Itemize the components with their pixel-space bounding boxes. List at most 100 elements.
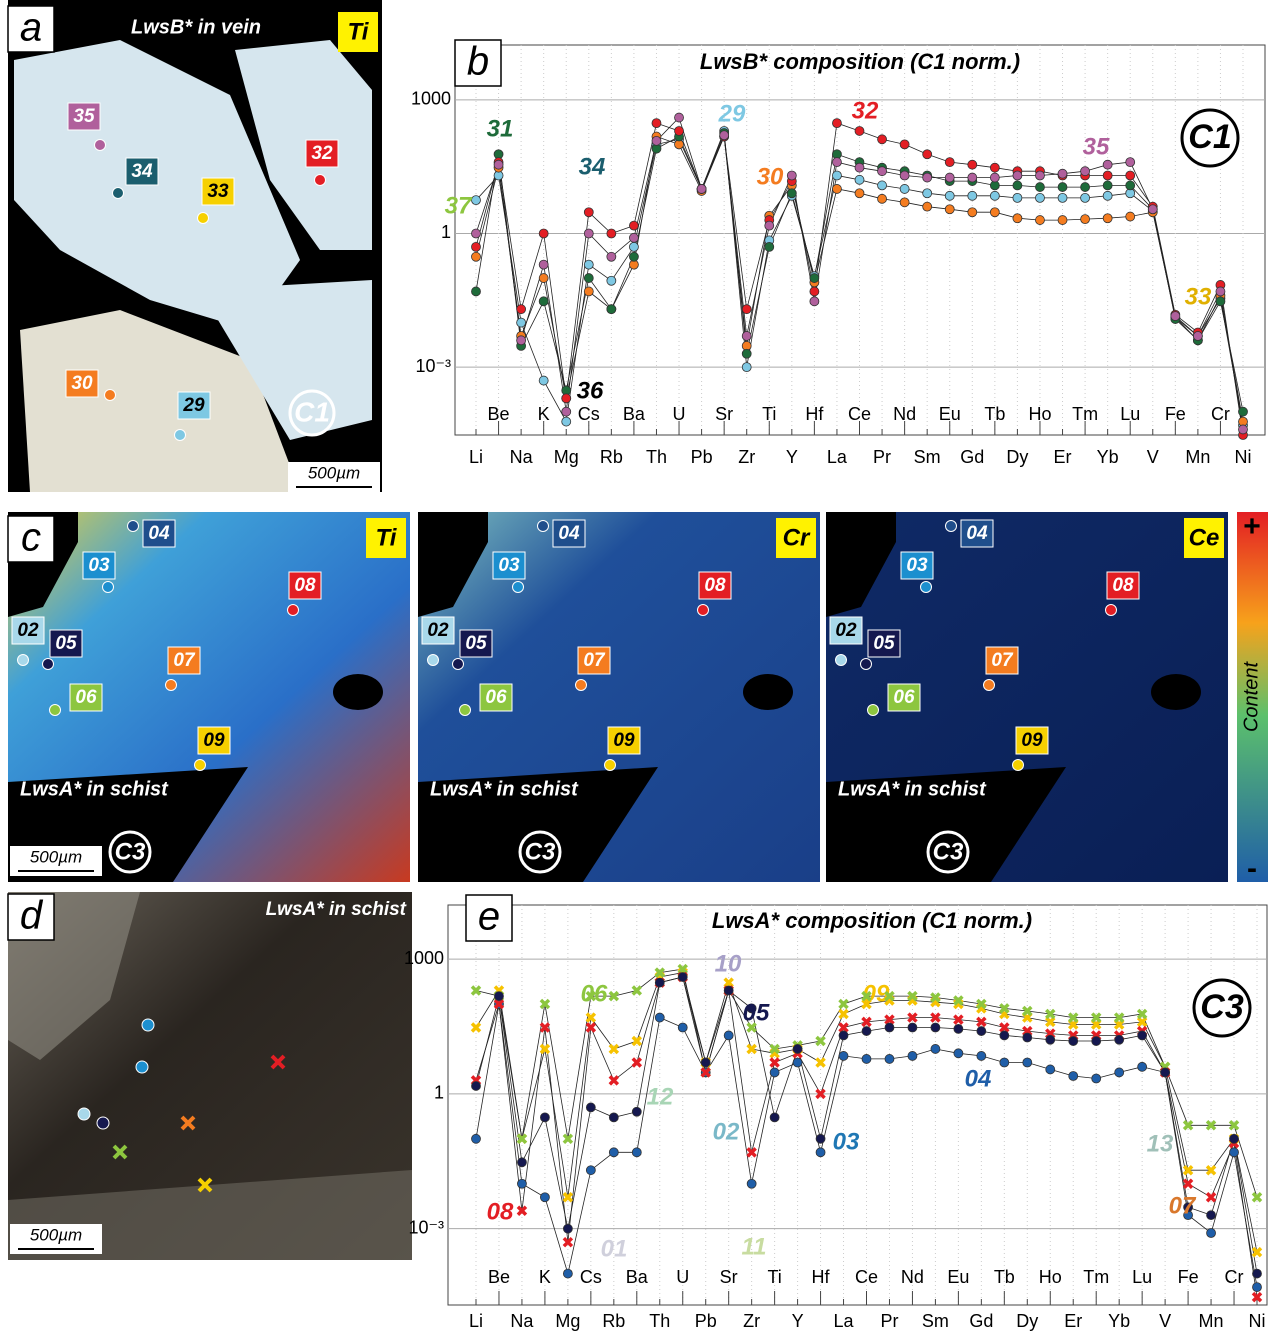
x-tick-label: Ho	[1039, 1267, 1062, 1287]
data-point	[561, 393, 572, 404]
data-point	[999, 1057, 1010, 1068]
data-point	[1125, 211, 1136, 222]
data-point	[1215, 286, 1226, 297]
plot-frame	[447, 904, 1268, 1306]
data-point	[1102, 190, 1113, 201]
sample-box	[305, 139, 339, 168]
chart-title: LwsB* composition (C1 norm.)	[700, 49, 1020, 74]
x-tick-label: V	[1147, 447, 1159, 467]
x-tick-label: Zr	[743, 1311, 760, 1331]
panel-letter-box	[7, 5, 55, 53]
x-tick-label: Ce	[848, 404, 871, 424]
sample-label: 35	[73, 106, 95, 127]
data-point	[1182, 1164, 1194, 1176]
sample-box	[960, 519, 994, 548]
data-point	[907, 1022, 918, 1033]
data-point	[1205, 1164, 1217, 1176]
data-point	[631, 1057, 643, 1068]
sample-label: 06	[75, 687, 97, 708]
data-point	[1035, 215, 1045, 225]
data-point	[741, 331, 752, 341]
data-point	[471, 1081, 481, 1091]
x-tick-label: Na	[510, 1311, 534, 1331]
data-point	[723, 1030, 734, 1041]
colorbar-title: Content	[1240, 661, 1262, 732]
data-point	[815, 1057, 826, 1068]
data-point	[953, 1014, 964, 1025]
x-tick-label: Ce	[855, 1267, 878, 1287]
sample-dot	[512, 581, 524, 593]
y-tick-label: 1	[434, 1083, 444, 1103]
sample-dot	[983, 679, 995, 691]
x-tick-label: Tb	[984, 404, 1005, 424]
sample-box	[887, 683, 921, 712]
data-point	[1022, 1032, 1033, 1043]
data-point	[944, 157, 955, 168]
series-label: 29	[718, 100, 746, 127]
sample-dot	[945, 520, 957, 532]
series-label: 08	[487, 1198, 514, 1225]
data-point	[976, 1016, 987, 1028]
sample-box	[479, 683, 513, 712]
x-tick-label: Mg	[554, 447, 579, 467]
data-point	[976, 998, 987, 1010]
data-point	[1080, 214, 1090, 225]
data-point	[539, 1022, 551, 1033]
panel-letter: a	[20, 6, 42, 50]
sample-label: 05	[465, 633, 487, 654]
data-point	[631, 1147, 642, 1158]
x-tick-label: Cr	[1225, 1267, 1244, 1287]
data-point	[854, 162, 865, 173]
data-point	[539, 998, 551, 1010]
sample-box	[1106, 571, 1140, 600]
data-point	[967, 172, 978, 183]
sample-dot	[104, 389, 116, 401]
data-point	[884, 990, 895, 1002]
sample-label: 02	[17, 620, 39, 641]
map-void	[826, 512, 896, 617]
element-label: Ti	[376, 524, 398, 551]
data-point	[944, 190, 955, 201]
data-point	[1205, 1120, 1217, 1131]
data-point	[838, 1030, 849, 1041]
data-point	[631, 1106, 642, 1117]
cross	[180, 1115, 196, 1131]
zone-badge	[1180, 108, 1240, 168]
sample-dot	[452, 658, 464, 670]
data-point	[967, 159, 978, 170]
data-point	[861, 998, 872, 1010]
data-point	[540, 1112, 550, 1123]
annotation: 34	[579, 153, 606, 180]
zone-label: C3	[933, 838, 964, 865]
scale-bar-label: 500µm	[308, 463, 360, 482]
data-point	[1068, 1036, 1079, 1046]
x-tick-label: Tb	[994, 1267, 1015, 1287]
data-point	[967, 207, 978, 218]
data-point	[608, 1147, 619, 1158]
data-point	[1206, 1228, 1216, 1238]
sample-box	[288, 571, 322, 600]
data-point	[899, 139, 910, 150]
data-point	[1057, 192, 1068, 203]
data-point	[832, 157, 842, 168]
data-point	[967, 190, 978, 201]
x-tick-label: U	[676, 1267, 689, 1287]
data-point	[1183, 1202, 1193, 1213]
sample-label: 04	[966, 523, 988, 544]
data-point	[884, 1022, 895, 1033]
data-point	[877, 193, 887, 204]
sample-dot	[165, 679, 177, 691]
y-tick-label: 1	[441, 222, 451, 242]
data-point	[470, 985, 482, 996]
x-tick-label: La	[834, 1311, 855, 1331]
sample-dot	[287, 604, 299, 616]
map-caption: LwsB* in vein	[131, 16, 261, 38]
data-point	[899, 184, 910, 194]
data-point	[606, 304, 617, 315]
sample-label: 03	[906, 555, 928, 576]
data-point	[585, 990, 597, 1002]
data-point	[838, 998, 849, 1010]
panel-letter: c	[21, 516, 41, 560]
data-point	[1012, 213, 1023, 224]
data-point	[944, 172, 955, 183]
